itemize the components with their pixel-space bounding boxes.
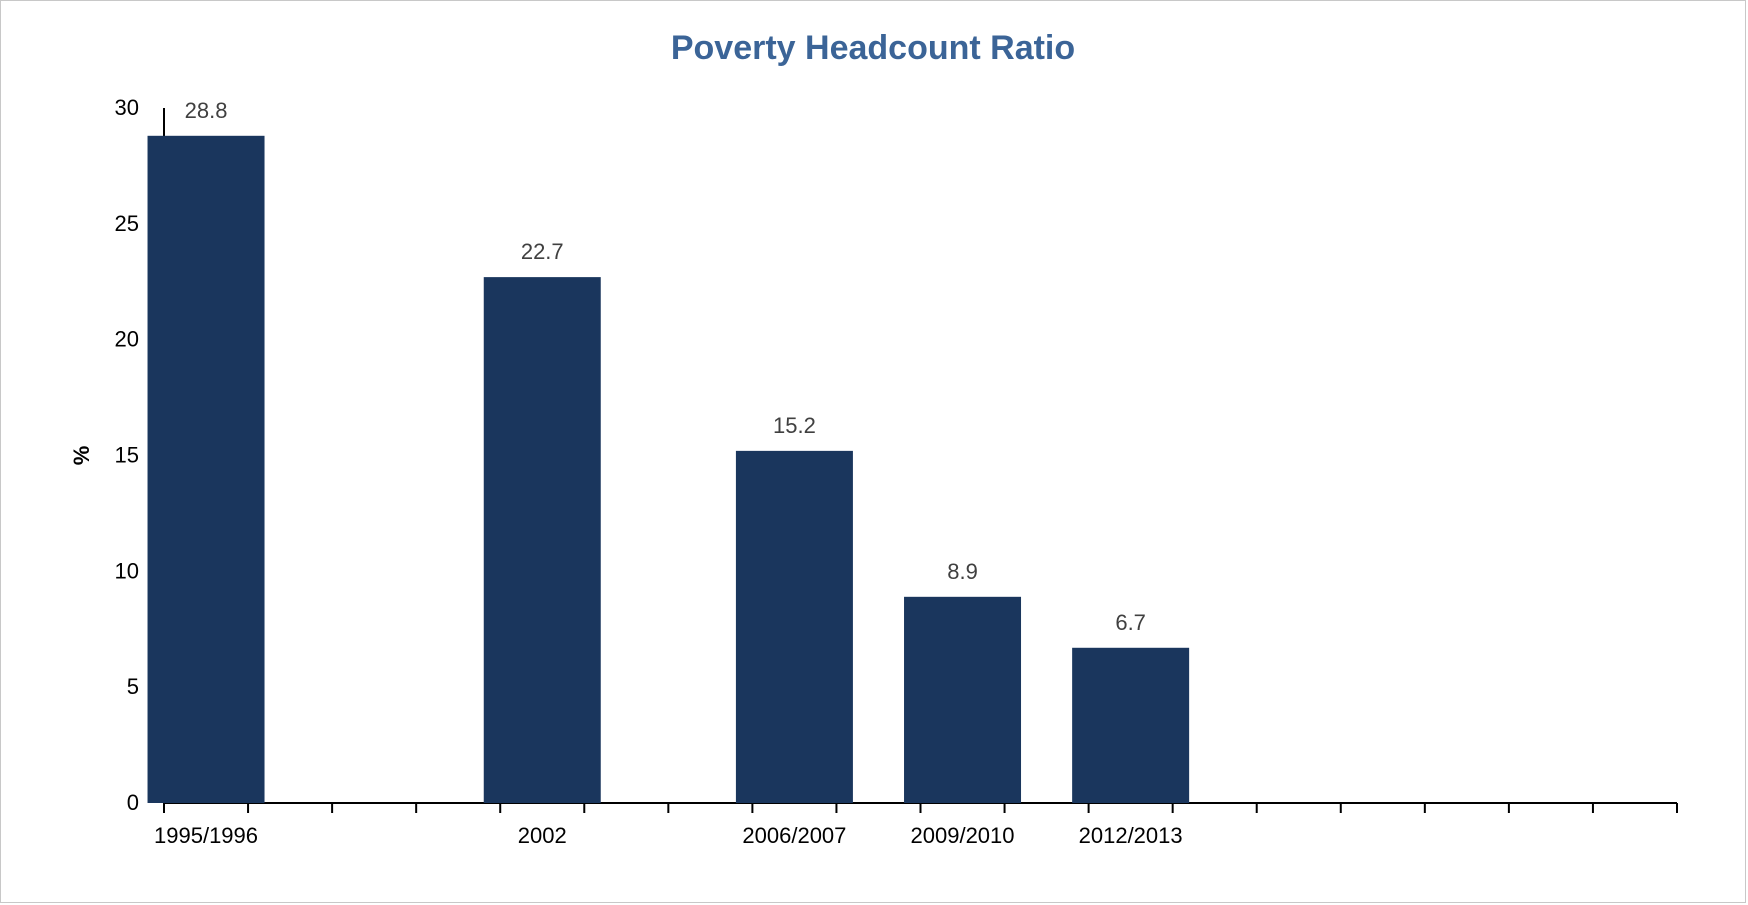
data-label: 15.2 — [773, 413, 816, 438]
y-tick-label: 20 — [115, 327, 139, 352]
data-labels: 28.8 22.7 15.2 8.9 6.7 — [185, 98, 1146, 635]
x-category-label: 1995/1996 — [154, 823, 258, 848]
y-tick-label: 15 — [115, 443, 139, 468]
y-tick-label: 25 — [115, 211, 139, 236]
data-label: 8.9 — [947, 559, 978, 584]
y-axis-ticks: 0 5 10 15 20 25 30 — [115, 95, 139, 815]
x-category-label: 2012/2013 — [1079, 823, 1183, 848]
bars — [147, 135, 1190, 804]
x-category-label: 2006/2007 — [742, 823, 846, 848]
bar — [904, 596, 1022, 803]
x-category-label: 2009/2010 — [911, 823, 1015, 848]
bar — [147, 135, 265, 804]
y-tick-label: 5 — [127, 674, 139, 699]
data-label: 6.7 — [1115, 610, 1146, 635]
bar — [483, 277, 601, 803]
data-label: 28.8 — [185, 98, 228, 123]
y-tick-label: 0 — [127, 790, 139, 815]
y-tick-label: 10 — [115, 558, 139, 583]
x-axis-ticks: 1995/1996 2002 2006/2007 2009/2010 2012/2013 — [154, 803, 1678, 848]
data-label: 22.7 — [521, 239, 564, 264]
bar — [735, 450, 853, 803]
x-category-label: 2002 — [518, 823, 567, 848]
chart-title: Poverty Headcount Ratio — [670, 29, 1076, 67]
bar — [1072, 647, 1190, 803]
y-tick-label: 30 — [115, 95, 139, 120]
y-axis-title: % — [69, 446, 94, 466]
